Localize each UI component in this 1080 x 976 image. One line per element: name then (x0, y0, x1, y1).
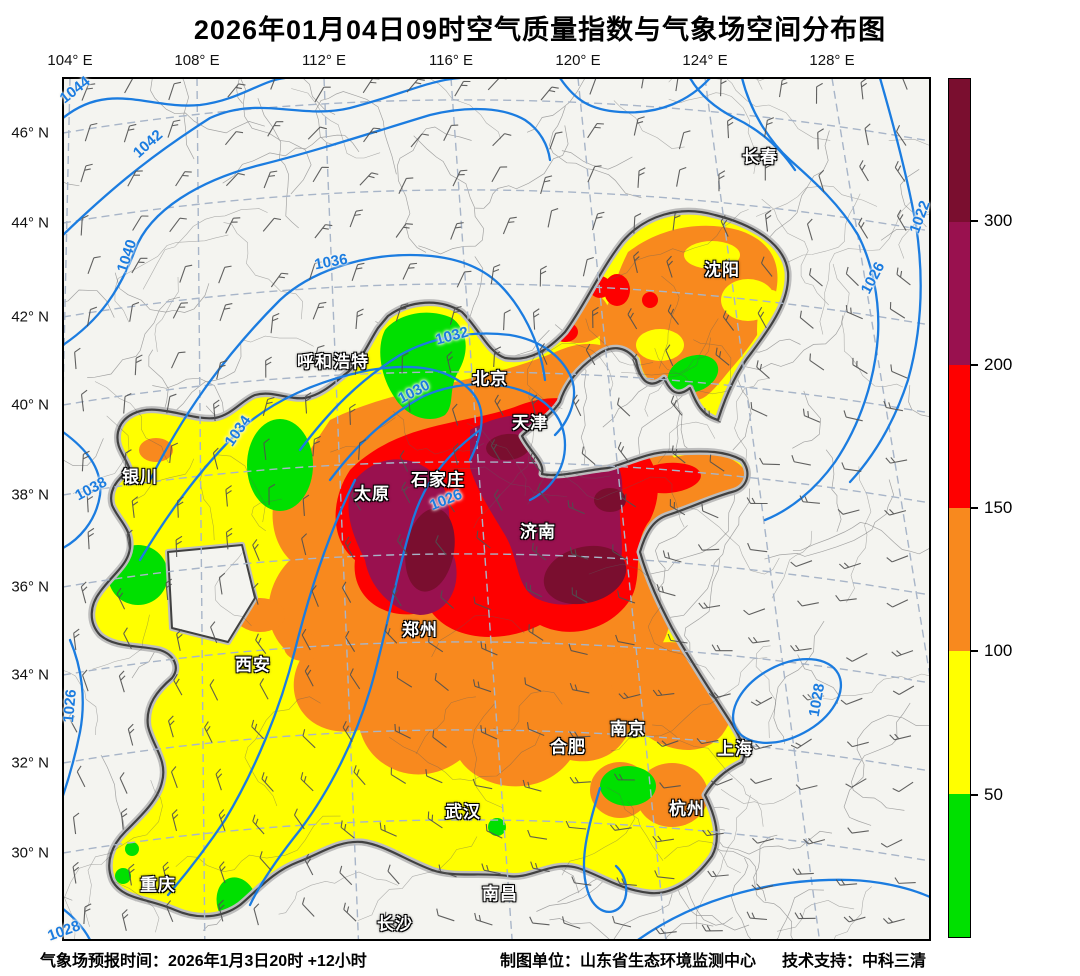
forecast-time-text: 气象场预报时间：2026年1月3日20时 +12小时 (40, 953, 367, 970)
producer-text: 制图单位：山东省生态环境监测中心 (500, 953, 757, 970)
city-label: 杭州 (669, 799, 705, 819)
colorbar-tick-label: 100 (984, 641, 1013, 661)
colorbar-segment-aqi-100-150 (949, 508, 970, 651)
lat-tick-label: 32° N (11, 754, 49, 772)
lon-tick-label: 116° E (428, 52, 474, 69)
lat-tick-label: 36° N (11, 578, 49, 596)
isobar-value-label: 1026 (60, 688, 80, 724)
lat-tick-label: 44° N (11, 214, 49, 232)
colorbar-tick (971, 507, 978, 509)
isobars (63, 78, 930, 940)
city-label: 北京 (472, 369, 508, 389)
city-label: 郑州 (402, 620, 438, 640)
lon-tick-label: 104° E (47, 52, 93, 69)
colorbar-tick-label: 200 (984, 354, 1013, 374)
city-label: 呼和浩特 (297, 352, 369, 372)
lon-tick-label: 120° E (555, 52, 601, 69)
city-label: 南昌 (482, 884, 518, 904)
city-label: 西安 (235, 655, 271, 675)
lat-tick-label: 46° N (11, 124, 49, 142)
lon-tick-label: 128° E (809, 52, 855, 69)
colorbar-tick (971, 220, 978, 223)
city-label: 南京 (610, 719, 646, 739)
map-frame (62, 77, 931, 941)
page-title: 2026年01月04日09时空气质量指数与气象场空间分布图 (193, 15, 887, 45)
city-label: 太原 (354, 484, 390, 504)
graticule (63, 78, 930, 940)
city-label: 石家庄 (411, 470, 465, 490)
colorbar-tick (971, 793, 978, 796)
colorbar-tick (971, 650, 978, 653)
colorbar-segment-aqi-50-100 (949, 651, 970, 794)
colorbar-tick-label: 150 (984, 498, 1013, 517)
city-label: 天津 (512, 413, 548, 433)
aqi-colorbar (948, 78, 971, 938)
lat-tick-label: 40° N (11, 396, 49, 414)
colorbar-tick (971, 363, 978, 366)
city-label: 长沙 (377, 914, 413, 934)
colorbar-segment-aqi-300plus (949, 79, 970, 222)
lat-tick-label: 42° N (11, 308, 49, 326)
lat-tick-label: 30° N (11, 844, 49, 862)
city-label: 上海 (717, 739, 753, 759)
city-label: 武汉 (445, 802, 481, 822)
city-label: 重庆 (140, 875, 176, 895)
lon-tick-label: 112° E (301, 52, 347, 69)
city-label: 长春 (742, 147, 778, 167)
colorbar-segment-aqi-0-50 (949, 794, 970, 937)
city-label: 沈阳 (704, 260, 740, 280)
credits-text: 制图单位：山东省生态环境监测中心 技术支持：中科三清 (500, 947, 952, 971)
enclave-border (167, 544, 256, 643)
lat-tick-label: 38° N (11, 486, 49, 504)
city-label: 银川 (122, 467, 158, 487)
lon-tick-label: 108° E (174, 52, 220, 69)
city-label: 合肥 (550, 737, 586, 757)
lon-tick-label: 124° E (682, 52, 728, 69)
support-text: 技术支持：中科三清 (782, 953, 927, 970)
wind-barbs (68, 78, 916, 935)
city-label: 济南 (520, 522, 556, 542)
lat-tick-label: 34° N (11, 666, 49, 684)
coastline (90, 210, 790, 918)
county-lines (63, 78, 930, 940)
colorbar-tick-label: 300 (984, 211, 1013, 231)
colorbar-segment-aqi-150-200 (949, 365, 970, 508)
colorbar-segment-aqi-200-300 (949, 222, 970, 365)
colorbar-tick-label: 50 (984, 784, 1003, 804)
